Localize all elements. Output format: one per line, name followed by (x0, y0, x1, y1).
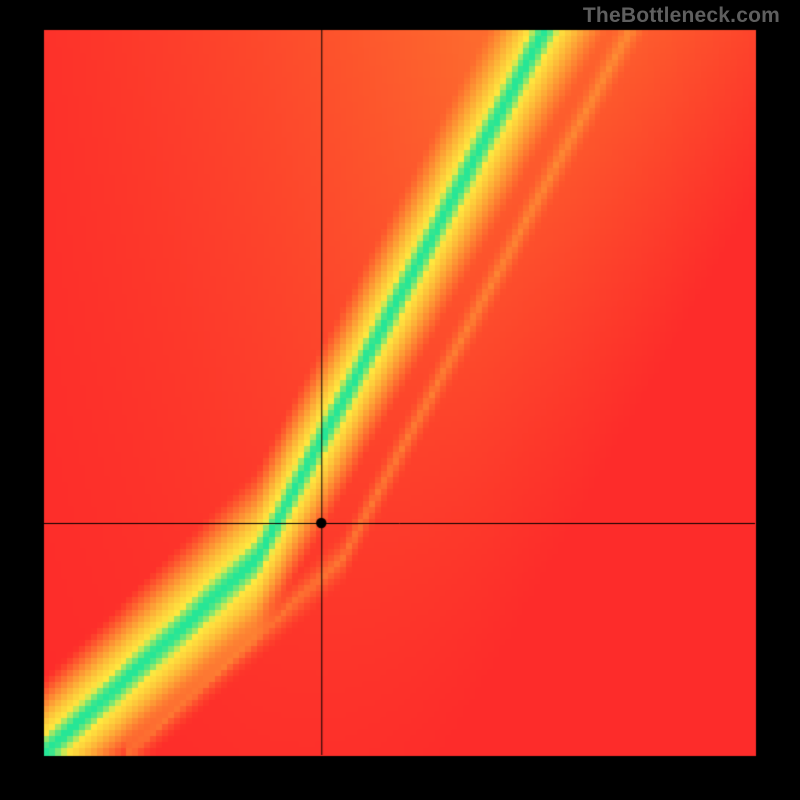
watermark-text: TheBottleneck.com (583, 4, 780, 28)
chart-container: TheBottleneck.com (0, 0, 800, 800)
heatmap-canvas (0, 0, 800, 800)
